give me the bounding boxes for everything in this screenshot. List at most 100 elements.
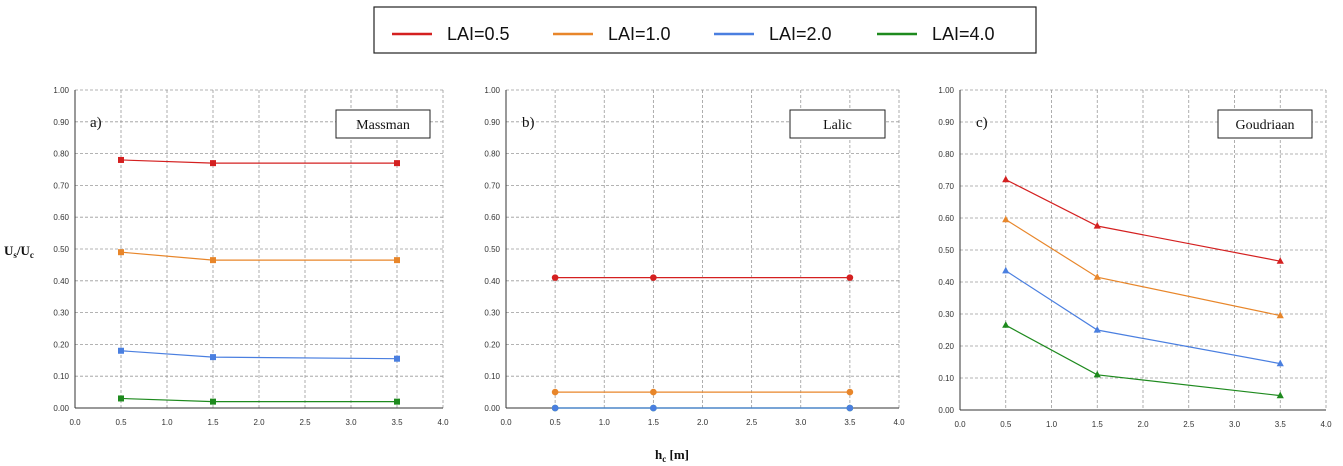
y-axis-title-sub1: s <box>13 250 17 260</box>
legend-label-lai-1-0: LAI=1.0 <box>608 24 671 44</box>
y-axis-title-mid: /U <box>16 243 31 258</box>
y-axis-title-main: U <box>4 243 14 258</box>
data-point-lai-2-0 <box>394 355 400 362</box>
x-tick-label: 0.0 <box>954 420 966 429</box>
data-point-lai-2-0 <box>846 404 854 412</box>
data-point-lai-1-0 <box>846 388 854 396</box>
x-tick-label: 2.5 <box>1183 420 1195 429</box>
y-tick-label: 1.00 <box>938 86 954 95</box>
y-tick-label: 0.90 <box>938 118 954 127</box>
data-point-lai-1-0 <box>1002 215 1010 223</box>
x-tick-label: 2.0 <box>697 418 709 427</box>
panel-letter: a) <box>90 115 102 131</box>
y-tick-label: 0.30 <box>53 309 69 318</box>
x-tick-label: 0.5 <box>1000 420 1012 429</box>
panel-c-goudriaan: 0.00 0.10 0.20 0.30 0.40 0.50 0.60 0.70 0.80 0.90… <box>938 86 1332 429</box>
model-label: Goudriaan <box>1235 118 1294 133</box>
y-tick-label: 0.60 <box>938 214 954 223</box>
y-tick-label: 0.20 <box>938 342 954 351</box>
x-tick-label: 1.0 <box>161 418 173 427</box>
model-label: Massman <box>356 118 410 133</box>
x-tick-label: 3.0 <box>1229 420 1241 429</box>
x-axis-title-unit: [m] <box>666 447 689 462</box>
y-tick-label: 1.00 <box>53 86 69 95</box>
model-label-box <box>789 109 886 139</box>
x-axis-title: hc [m] <box>655 447 689 464</box>
x-tick-label: 0.5 <box>550 418 562 427</box>
y-tick-label: 0.30 <box>938 310 954 319</box>
y-tick-label: 0.20 <box>484 340 500 349</box>
x-axis-title-main: h <box>655 447 663 462</box>
data-point-lai-2-0 <box>210 354 216 361</box>
data-point-lai-0-5 <box>394 160 400 167</box>
panel-a-massman: 0.00 0.10 0.20 0.30 0.40 0.50 0.60 0.70 0.80 0.90… <box>53 86 449 427</box>
x-tick-label: 0.0 <box>500 418 512 427</box>
model-label: Lalic <box>823 118 852 133</box>
data-point-lai-4-0 <box>210 398 216 405</box>
data-point-lai-2-0 <box>1002 266 1010 274</box>
y-tick-label: 0.70 <box>53 181 69 190</box>
legend-label-lai-0-5: LAI=0.5 <box>447 24 510 44</box>
y-tick-label: 0.50 <box>938 246 954 255</box>
data-point-lai-1-0 <box>650 388 657 396</box>
y-tick-label: 0.40 <box>938 278 954 287</box>
data-point-lai-0-5 <box>551 274 559 281</box>
x-tick-label: 1.5 <box>1092 420 1104 429</box>
x-tick-label: 3.0 <box>345 418 357 427</box>
legend-label-lai-4-0: LAI=4.0 <box>932 24 995 44</box>
data-point-lai-1-0 <box>394 257 400 264</box>
y-axis-title-sub2: c <box>30 250 34 260</box>
model-label-box <box>1217 109 1313 139</box>
x-tick-label: 3.0 <box>795 418 807 427</box>
y-tick-label: 0.10 <box>484 372 500 381</box>
y-tick-label: 0.00 <box>53 404 69 413</box>
data-point-lai-4-0 <box>394 398 400 405</box>
y-tick-label: 0.40 <box>484 277 500 286</box>
data-point-lai-2-0 <box>650 404 657 412</box>
data-point-lai-4-0 <box>118 395 124 402</box>
x-tick-label: 1.5 <box>207 418 219 427</box>
y-tick-label: 0.00 <box>484 404 500 413</box>
y-tick-label: 0.40 <box>53 277 69 286</box>
data-point-lai-1-0 <box>551 388 559 396</box>
data-point-lai-2-0 <box>118 347 124 354</box>
y-tick-label: 0.10 <box>938 374 954 383</box>
data-point-lai-0-5 <box>650 274 657 281</box>
x-tick-label: 1.0 <box>1046 420 1058 429</box>
panel-letter: b) <box>522 115 535 131</box>
y-tick-label: 0.10 <box>53 372 69 381</box>
y-tick-label: 0.80 <box>938 150 954 159</box>
y-tick-label: 0.70 <box>484 181 500 190</box>
data-point-lai-0-5 <box>846 274 854 281</box>
x-tick-label: 0.0 <box>69 418 81 427</box>
y-tick-label: 0.20 <box>53 340 69 349</box>
legend-label-lai-2-0: LAI=2.0 <box>769 24 832 44</box>
model-label-box <box>335 109 431 139</box>
x-tick-label: 0.5 <box>115 418 127 427</box>
x-tick-label: 4.0 <box>1320 420 1332 429</box>
data-point-lai-2-0 <box>551 404 559 412</box>
data-point-lai-1-0 <box>1093 273 1101 280</box>
y-tick-label: 0.80 <box>53 150 69 159</box>
y-tick-label: 0.70 <box>938 182 954 191</box>
x-axis-title-sub: c <box>662 454 666 464</box>
y-tick-label: 0.50 <box>484 245 500 254</box>
data-point-lai-2-0 <box>1276 359 1284 367</box>
data-point-lai-4-0 <box>1276 391 1284 399</box>
y-tick-label: 0.60 <box>53 213 69 222</box>
x-tick-label: 1.5 <box>648 418 660 427</box>
legend-box <box>373 6 1037 54</box>
y-tick-label: 0.00 <box>938 406 954 415</box>
data-point-lai-0-5 <box>1276 257 1284 264</box>
data-point-lai-1-0 <box>1276 311 1284 319</box>
panel-letter: c) <box>976 115 988 131</box>
y-tick-label: 0.80 <box>484 150 500 159</box>
legend: LAI=0.5 LAI=1.0 LAI=2.0 LAI=4.0 <box>373 6 1037 54</box>
data-point-lai-4-0 <box>1093 370 1101 378</box>
x-tick-label: 2.0 <box>1137 420 1149 429</box>
y-tick-label: 0.50 <box>53 245 69 254</box>
x-tick-label: 4.0 <box>437 418 449 427</box>
x-tick-label: 2.5 <box>746 418 758 427</box>
data-point-lai-4-0 <box>1002 321 1010 328</box>
